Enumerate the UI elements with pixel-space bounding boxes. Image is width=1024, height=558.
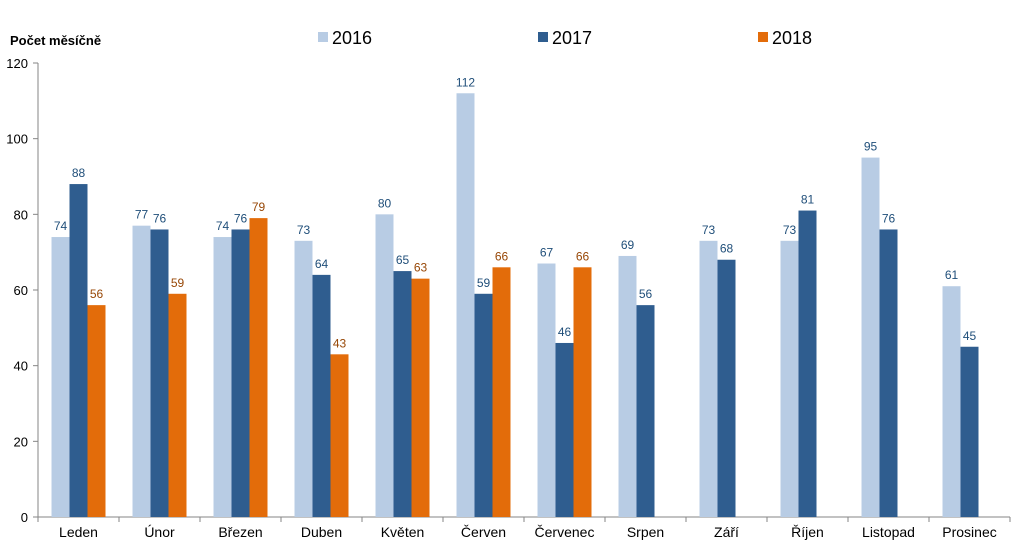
legend-label: 2018 [772, 28, 812, 48]
data-label: 66 [576, 249, 590, 263]
data-label: 73 [783, 223, 797, 237]
data-label: 81 [801, 193, 815, 207]
bar-2016 [213, 237, 232, 518]
bar-2017 [555, 342, 574, 517]
x-tick-label: Leden [59, 524, 98, 540]
legend-label: 2016 [332, 28, 372, 48]
data-label: 59 [171, 276, 185, 290]
data-label: 66 [495, 249, 509, 263]
data-label: 73 [297, 223, 311, 237]
y-tick-label: 40 [14, 359, 28, 374]
data-label: 74 [216, 219, 230, 233]
legend: 2016 2017 2018 [318, 28, 812, 48]
data-label: 46 [558, 325, 572, 339]
bar-2016 [780, 240, 799, 518]
data-label: 68 [720, 242, 734, 256]
y-tick-label: 60 [14, 283, 28, 298]
bar-2016 [456, 93, 475, 518]
data-label: 76 [153, 211, 167, 225]
legend-swatch [538, 32, 548, 42]
axes: 0 20 40 60 80 100 120 Leden Únor Březen Duben Květe… [6, 56, 1011, 540]
bar-2018 [411, 278, 430, 517]
bar-2018 [87, 305, 106, 517]
data-label: 76 [234, 211, 248, 225]
bar-2016 [294, 240, 313, 518]
x-tick-label: Květen [381, 524, 425, 540]
bar-2018 [492, 267, 511, 517]
data-label: 88 [72, 166, 86, 180]
legend-label: 2017 [552, 28, 592, 48]
legend-swatch [758, 32, 768, 42]
bar-2016 [942, 286, 961, 517]
bar-2018 [330, 354, 349, 517]
data-label: 69 [621, 238, 635, 252]
data-label: 59 [477, 276, 491, 290]
bar-2017 [960, 346, 979, 517]
data-label: 56 [90, 287, 104, 301]
data-labels: 74 88 56 77 76 59 74 76 79 73 64 43 80 65 63 112 59 66 67 4… [54, 75, 977, 350]
data-label: 95 [864, 140, 878, 154]
data-label: 77 [135, 208, 149, 222]
x-tick-label: Červen [461, 524, 506, 540]
data-label: 74 [54, 219, 68, 233]
data-label: 80 [378, 196, 392, 210]
bar-2016 [375, 214, 394, 518]
bar-2017 [150, 229, 169, 517]
data-label: 64 [315, 257, 329, 271]
legend-swatch [318, 32, 328, 42]
x-tick-label: Duben [301, 524, 342, 540]
y-axis-label: Počet měsíčně [10, 33, 101, 48]
x-tick-label: Prosinec [942, 524, 996, 540]
data-label: 112 [456, 75, 475, 89]
data-label: 56 [639, 287, 653, 301]
bar-2017 [393, 271, 412, 517]
bar-2017 [717, 259, 736, 517]
bar-2018 [168, 293, 187, 517]
y-tick-label: 100 [6, 132, 28, 147]
data-label: 63 [414, 261, 428, 275]
x-tick-label: Září [714, 524, 739, 540]
bar-2017 [879, 229, 898, 517]
data-label: 67 [540, 246, 554, 260]
bars [51, 93, 979, 518]
bar-2017 [798, 210, 817, 518]
bar-2016 [132, 225, 151, 517]
bar-2016 [51, 237, 70, 518]
y-tick-label: 20 [14, 434, 28, 449]
x-tick-label: Listopad [862, 524, 915, 540]
x-tick-label: Srpen [627, 524, 664, 540]
data-label: 65 [396, 253, 410, 267]
x-tick-label: Březen [218, 524, 262, 540]
data-label: 76 [882, 211, 896, 225]
data-label: 79 [252, 200, 266, 214]
bar-2018 [249, 218, 268, 517]
bar-2016 [699, 240, 718, 518]
bar-2018 [573, 267, 592, 517]
bar-2017 [231, 229, 250, 517]
y-tick-label: 80 [14, 207, 28, 222]
data-label: 73 [702, 223, 716, 237]
bar-2016 [537, 263, 556, 517]
x-tick-label: Říjen [791, 524, 824, 540]
bar-2016 [861, 157, 880, 518]
bar-2017 [312, 274, 331, 517]
x-tick-label: Červenec [535, 524, 595, 540]
data-label: 45 [963, 329, 977, 343]
bar-2017 [636, 305, 655, 517]
bar-2017 [69, 184, 88, 518]
bar-2016 [618, 255, 637, 517]
bar-2017 [474, 293, 493, 517]
x-tick-label: Únor [144, 524, 175, 540]
data-label: 43 [333, 336, 347, 350]
data-label: 61 [945, 268, 959, 282]
y-tick-label: 120 [6, 56, 28, 71]
y-tick-label: 0 [21, 510, 28, 525]
